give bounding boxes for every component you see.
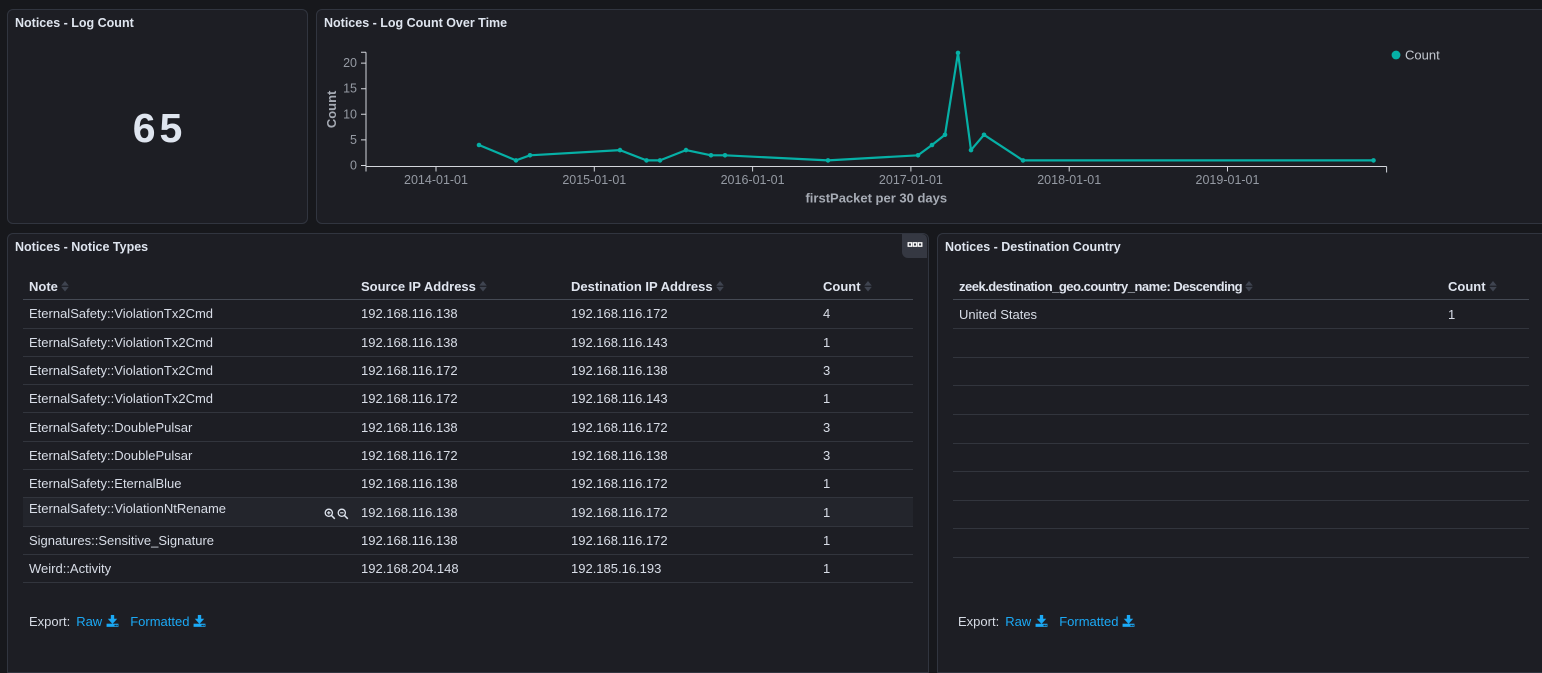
svg-text:firstPacket per 30 days: firstPacket per 30 days	[805, 191, 947, 206]
svg-text:10: 10	[343, 107, 357, 121]
svg-text:0: 0	[350, 159, 357, 173]
svg-text:2018-01-01: 2018-01-01	[1037, 173, 1101, 187]
svg-text:5: 5	[350, 133, 357, 147]
svg-text:Count: Count	[1405, 48, 1440, 63]
svg-text:15: 15	[343, 82, 357, 96]
svg-text:2016-01-01: 2016-01-01	[721, 173, 785, 187]
svg-text:Count: Count	[324, 90, 339, 128]
svg-text:2017-01-01: 2017-01-01	[879, 173, 943, 187]
svg-text:2019-01-01: 2019-01-01	[1196, 173, 1260, 187]
svg-text:20: 20	[343, 56, 357, 70]
svg-text:2014-01-01: 2014-01-01	[404, 173, 468, 187]
svg-text:2015-01-01: 2015-01-01	[562, 173, 626, 187]
